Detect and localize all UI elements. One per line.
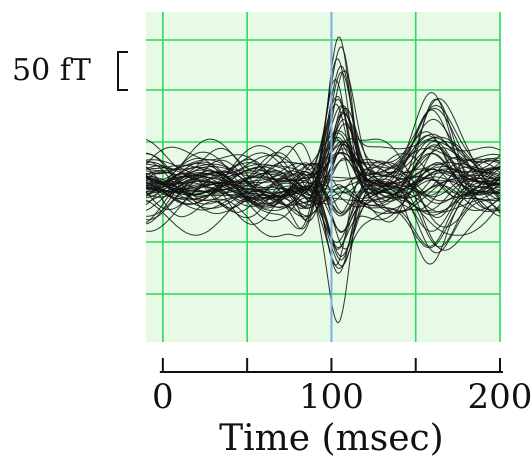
trace-55	[145, 95, 501, 205]
trace-51	[145, 136, 501, 249]
trace-43	[145, 107, 501, 197]
x-tick-label-0: 0	[152, 377, 174, 417]
trace-52	[145, 79, 501, 230]
trace-31	[145, 36, 501, 221]
trace-44	[145, 113, 501, 219]
trace-56	[145, 98, 501, 223]
trace-12	[145, 111, 501, 205]
x-axis-title: Time (msec)	[219, 418, 444, 459]
trace-27	[145, 104, 501, 191]
trace-32	[145, 159, 501, 198]
trace-49	[146, 184, 501, 254]
scale-bar-bracket	[117, 51, 128, 91]
x-tick-label-100: 100	[299, 377, 364, 417]
scale-bar-label: 50 fT	[12, 53, 91, 88]
trace-59	[145, 166, 501, 215]
trace-54	[145, 171, 501, 213]
trace-6	[145, 151, 501, 236]
trace-53	[145, 143, 501, 225]
x-tick-label-200: 200	[468, 377, 531, 417]
scale-bar: 50 fT	[12, 51, 128, 91]
trace-18	[145, 146, 501, 250]
x-axis: 0 100 200	[152, 358, 531, 417]
trace-39	[145, 172, 501, 274]
trace-3	[145, 151, 501, 199]
traces	[145, 36, 501, 324]
trace-58	[145, 103, 501, 210]
